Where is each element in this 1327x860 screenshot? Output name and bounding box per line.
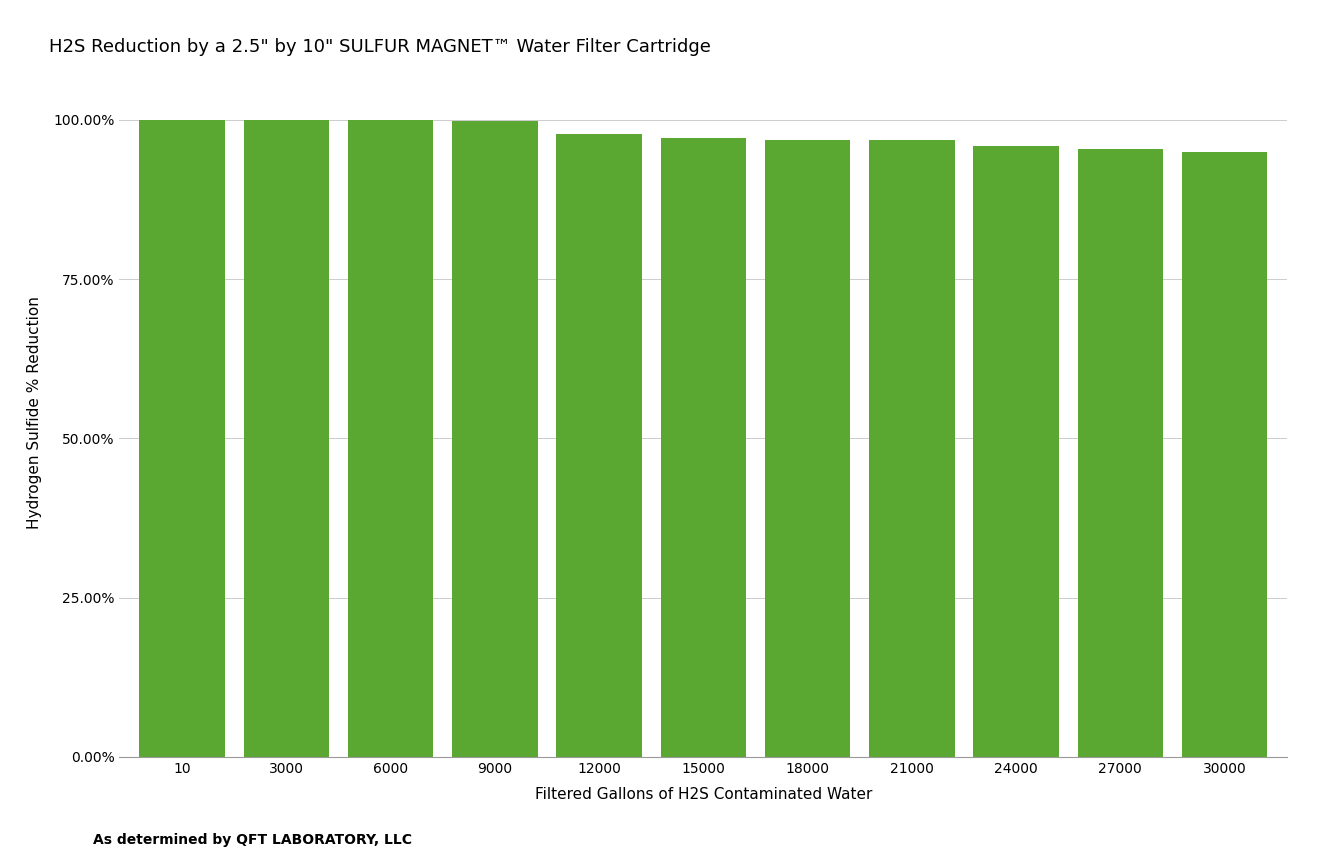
Bar	[139, 120, 224, 757]
Bar	[661, 138, 746, 757]
Bar	[974, 146, 1059, 757]
Y-axis label: Hydrogen Sulfide % Reduction: Hydrogen Sulfide % Reduction	[27, 297, 42, 529]
X-axis label: Filtered Gallons of H2S Contaminated Water: Filtered Gallons of H2S Contaminated Wat…	[535, 787, 872, 802]
Text: H2S Reduction by a 2.5" by 10" SULFUR MAGNET™ Water Filter Cartridge: H2S Reduction by a 2.5" by 10" SULFUR MA…	[49, 38, 711, 56]
Bar	[1182, 151, 1267, 757]
Bar	[453, 121, 537, 757]
Bar	[869, 140, 954, 757]
Bar	[348, 120, 433, 757]
Bar	[556, 134, 642, 757]
Bar	[764, 140, 851, 757]
Text: As determined by QFT LABORATORY, LLC: As determined by QFT LABORATORY, LLC	[93, 833, 411, 847]
Bar	[244, 120, 329, 757]
Bar	[1078, 150, 1162, 757]
